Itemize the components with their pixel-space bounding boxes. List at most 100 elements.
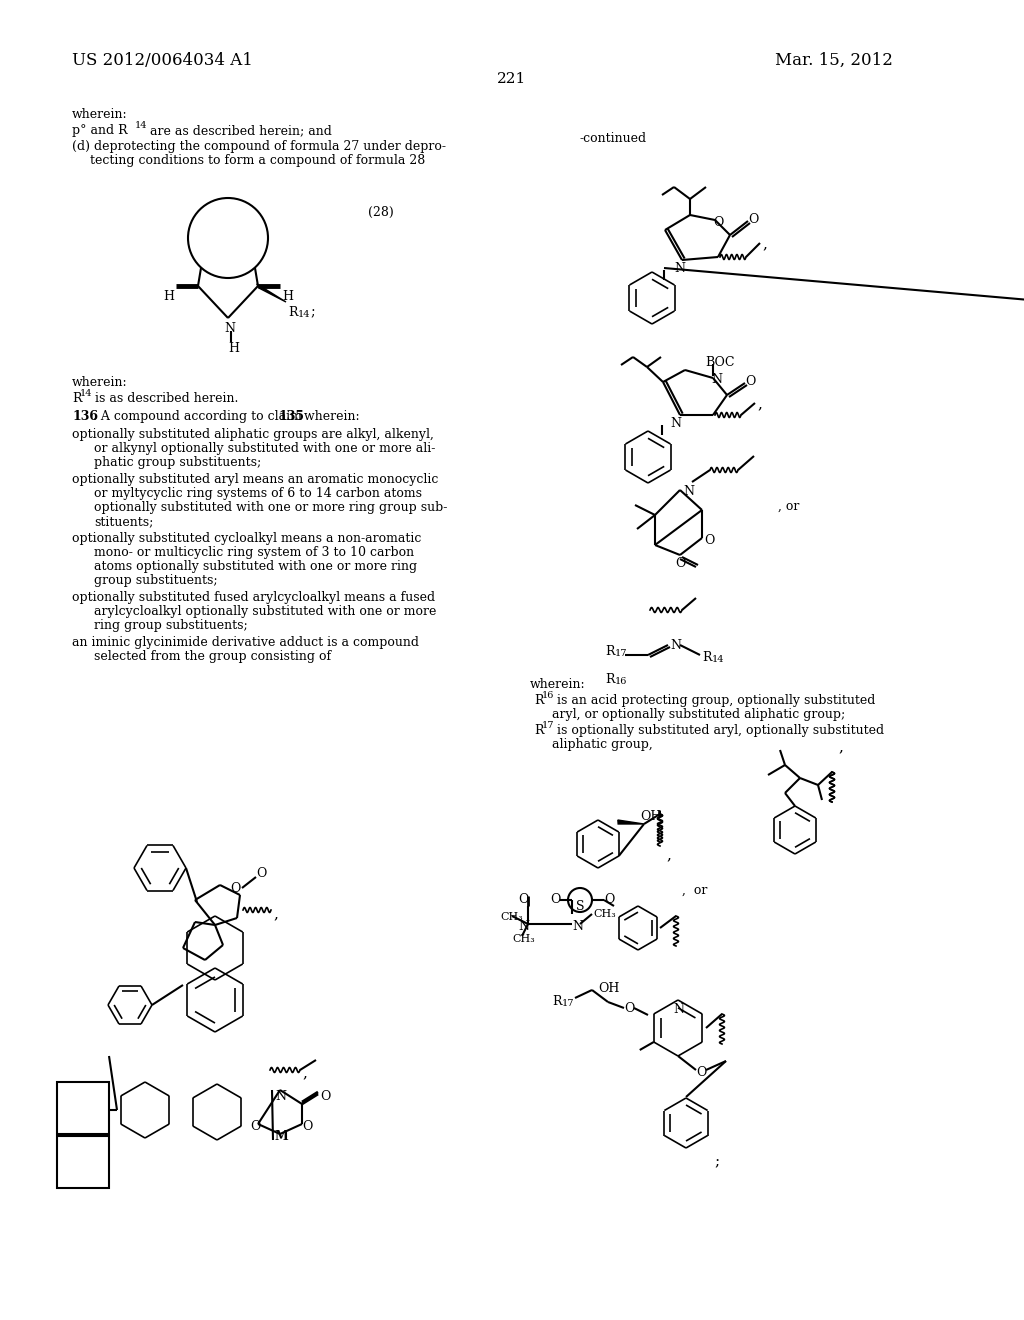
Text: (28): (28) [368, 206, 394, 219]
Text: phatic group substituents;: phatic group substituents; [94, 455, 261, 469]
Text: ,  or: , or [682, 884, 708, 898]
Text: optionally substituted aryl means an aromatic monocyclic: optionally substituted aryl means an aro… [72, 473, 438, 486]
Text: is as described herein.: is as described herein. [91, 392, 239, 405]
Text: wherein:: wherein: [72, 108, 128, 121]
Text: ,: , [838, 741, 843, 754]
Text: R: R [605, 645, 614, 657]
Text: R: R [702, 651, 712, 664]
Text: is optionally substituted aryl, optionally substituted: is optionally substituted aryl, optional… [553, 723, 884, 737]
Text: N: N [674, 261, 685, 275]
Text: ,: , [666, 847, 671, 862]
Text: ,: , [273, 907, 278, 921]
Text: 135: 135 [279, 411, 305, 422]
Text: aryl, or optionally substituted aliphatic group;: aryl, or optionally substituted aliphati… [552, 708, 845, 721]
Text: N: N [275, 1090, 286, 1104]
Text: ,: , [302, 1067, 307, 1080]
Text: -continued: -continued [580, 132, 647, 145]
Text: OH: OH [598, 982, 620, 995]
Text: ;: ; [310, 305, 314, 319]
Text: ,: , [762, 238, 767, 251]
Text: N: N [683, 484, 694, 498]
Text: S: S [575, 900, 585, 913]
Bar [57, 1082, 109, 1134]
Text: O: O [256, 867, 266, 880]
Text: wherein:: wherein: [72, 376, 128, 389]
Text: N: N [224, 322, 234, 335]
Text: 221: 221 [498, 73, 526, 86]
Text: are as described herein; and: are as described herein; and [146, 124, 332, 137]
Text: O: O [713, 216, 723, 228]
Polygon shape [257, 284, 286, 302]
Text: H: H [163, 290, 174, 304]
Text: O: O [675, 557, 685, 570]
Text: wherein:: wherein: [530, 678, 586, 690]
Polygon shape [617, 820, 644, 824]
Text: N: N [670, 639, 681, 652]
Text: ;: ; [714, 1155, 719, 1170]
Text: optionally substituted fused arylcycloalkyl means a fused: optionally substituted fused arylcycloal… [72, 591, 435, 605]
Text: 136: 136 [72, 411, 98, 422]
Text: (d) deprotecting the compound of formula 27 under depro-: (d) deprotecting the compound of formula… [72, 140, 446, 153]
Text: N: N [711, 374, 722, 385]
Text: 17: 17 [615, 649, 628, 657]
Text: 16: 16 [542, 690, 554, 700]
Text: N: N [572, 920, 583, 933]
Text: group substituents;: group substituents; [94, 574, 218, 587]
Text: N: N [670, 417, 681, 430]
Text: CH₃: CH₃ [500, 912, 522, 921]
Text: Mar. 15, 2012: Mar. 15, 2012 [775, 51, 893, 69]
Text: O: O [250, 1119, 260, 1133]
Text: is an acid protecting group, optionally substituted: is an acid protecting group, optionally … [553, 694, 876, 708]
Text: R: R [605, 673, 614, 686]
Text: M: M [275, 1130, 289, 1143]
Text: wherein:: wherein: [300, 411, 359, 422]
Text: arylcycloalkyl optionally substituted with one or more: arylcycloalkyl optionally substituted wi… [94, 605, 436, 618]
Bar [57, 1137, 109, 1188]
Text: O: O [518, 894, 528, 906]
Text: optionally substituted with one or more ring group sub-: optionally substituted with one or more … [94, 502, 447, 513]
Text: an iminic glycinimide derivative adduct is a compound: an iminic glycinimide derivative adduct … [72, 636, 419, 649]
Text: stituents;: stituents; [94, 515, 154, 528]
Text: N: N [518, 920, 529, 933]
Text: . A compound according to claim: . A compound according to claim [93, 411, 306, 422]
Text: 17: 17 [542, 721, 555, 730]
Text: CH₃: CH₃ [512, 935, 535, 944]
Text: CH₃: CH₃ [593, 909, 615, 919]
Text: R: R [552, 995, 561, 1008]
Text: OH: OH [640, 810, 662, 822]
Text: 14: 14 [298, 310, 310, 319]
Text: O: O [302, 1119, 312, 1133]
Text: O: O [230, 882, 241, 895]
Text: O: O [550, 894, 560, 906]
Text: BOC: BOC [705, 356, 734, 370]
Text: , or: , or [778, 500, 800, 513]
Text: R: R [288, 306, 298, 319]
Text: tecting conditions to form a compound of formula 28: tecting conditions to form a compound of… [90, 154, 425, 168]
Text: O: O [319, 1090, 331, 1104]
Text: atoms optionally substituted with one or more ring: atoms optionally substituted with one or… [94, 560, 417, 573]
Text: 14: 14 [135, 121, 147, 129]
Text: O: O [624, 1002, 635, 1015]
Text: optionally substituted cycloalkyl means a non-aromatic: optionally substituted cycloalkyl means … [72, 532, 421, 545]
Text: R: R [534, 694, 544, 708]
Text: 17: 17 [562, 999, 574, 1008]
Text: 16: 16 [615, 677, 628, 686]
Text: mono- or multicyclic ring system of 3 to 10 carbon: mono- or multicyclic ring system of 3 to… [94, 546, 414, 558]
Text: US 2012/0064034 A1: US 2012/0064034 A1 [72, 51, 253, 69]
Text: aliphatic group,: aliphatic group, [552, 738, 652, 751]
Text: R: R [72, 392, 82, 405]
Text: O: O [705, 535, 715, 546]
Text: H: H [282, 290, 293, 304]
Text: p° and R: p° and R [72, 124, 128, 137]
Text: 14: 14 [80, 389, 92, 399]
Text: ring group substituents;: ring group substituents; [94, 619, 248, 632]
Text: O: O [748, 213, 759, 226]
Text: selected from the group consisting of: selected from the group consisting of [94, 649, 331, 663]
Text: optionally substituted aliphatic groups are alkyl, alkenyl,: optionally substituted aliphatic groups … [72, 428, 434, 441]
Text: ,: , [757, 397, 762, 411]
Text: O: O [745, 375, 756, 388]
Text: O: O [604, 894, 614, 906]
Text: H: H [228, 342, 239, 355]
Text: or myltycyclic ring systems of 6 to 14 carbon atoms: or myltycyclic ring systems of 6 to 14 c… [94, 487, 422, 500]
Text: N: N [673, 1003, 684, 1016]
